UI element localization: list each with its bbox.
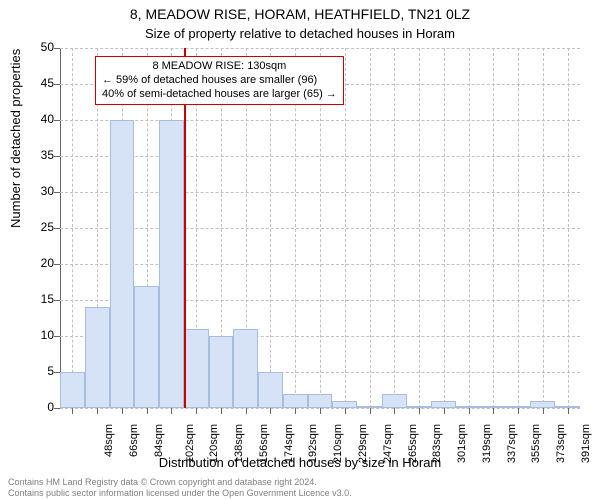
grid-v <box>370 48 371 408</box>
y-tick <box>54 120 60 121</box>
y-tick <box>54 156 60 157</box>
y-axis-label: Number of detached properties <box>8 49 23 228</box>
histogram-bar <box>233 329 258 408</box>
x-tick <box>394 408 395 414</box>
footer-attribution: Contains HM Land Registry data © Crown c… <box>8 477 352 498</box>
histogram-bar <box>85 307 110 408</box>
y-tick-label: 40 <box>26 112 54 126</box>
histogram-bar <box>134 286 159 408</box>
x-tick <box>246 408 247 414</box>
y-tick-label: 45 <box>26 76 54 90</box>
x-tick <box>196 408 197 414</box>
y-tick-label: 30 <box>26 184 54 198</box>
grid-v <box>568 48 569 408</box>
footer-line: Contains HM Land Registry data © Crown c… <box>8 477 352 487</box>
y-tick-label: 15 <box>26 292 54 306</box>
x-tick <box>493 408 494 414</box>
x-tick <box>370 408 371 414</box>
grid-v <box>469 48 470 408</box>
y-tick-label: 5 <box>26 364 54 378</box>
plot-area: 0510152025303540455048sqm66sqm84sqm102sq… <box>60 48 580 408</box>
grid-v <box>394 48 395 408</box>
y-tick-label: 20 <box>26 256 54 270</box>
y-tick-label: 0 <box>26 400 54 414</box>
y-tick-label: 25 <box>26 220 54 234</box>
x-tick <box>171 408 172 414</box>
figure: 8, MEADOW RISE, HORAM, HEATHFIELD, TN21 … <box>0 0 600 500</box>
y-tick <box>54 264 60 265</box>
x-tick <box>568 408 569 414</box>
y-tick <box>54 408 60 409</box>
grid-v <box>543 48 544 408</box>
y-tick <box>54 300 60 301</box>
y-tick <box>54 48 60 49</box>
footer-line: Contains public sector information licen… <box>8 488 352 498</box>
x-tick <box>221 408 222 414</box>
x-tick <box>97 408 98 414</box>
grid-v <box>72 48 73 408</box>
y-tick <box>54 228 60 229</box>
histogram-bar <box>184 329 209 408</box>
y-tick <box>54 192 60 193</box>
histogram-bar <box>506 406 531 408</box>
histogram-bar <box>530 401 555 408</box>
x-tick <box>320 408 321 414</box>
chart-title-line1: 8, MEADOW RISE, HORAM, HEATHFIELD, TN21 … <box>0 6 600 22</box>
x-tick <box>419 408 420 414</box>
histogram-bar <box>308 394 333 408</box>
annotation-line: ← 59% of detached houses are smaller (96… <box>102 74 337 88</box>
histogram-bar <box>555 406 580 408</box>
x-tick-label: 66sqm <box>128 424 140 457</box>
chart-title-line2: Size of property relative to detached ho… <box>0 26 600 41</box>
histogram-bar <box>481 406 506 408</box>
histogram-bar <box>431 401 456 408</box>
grid-v <box>444 48 445 408</box>
x-tick <box>345 408 346 414</box>
histogram-bar <box>407 406 432 408</box>
x-tick <box>543 408 544 414</box>
x-tick <box>122 408 123 414</box>
histogram-bar <box>357 406 382 408</box>
grid-v <box>518 48 519 408</box>
histogram-bar <box>456 406 481 408</box>
x-tick-label: 84sqm <box>153 424 165 457</box>
x-tick <box>518 408 519 414</box>
x-tick-label: 48sqm <box>103 424 115 457</box>
histogram-bar <box>258 372 283 408</box>
y-tick <box>54 336 60 337</box>
histogram-bar <box>209 336 234 408</box>
histogram-bar <box>283 394 308 408</box>
y-tick-label: 35 <box>26 148 54 162</box>
x-axis-label: Distribution of detached houses by size … <box>0 455 600 470</box>
x-tick <box>444 408 445 414</box>
histogram-bar <box>159 120 184 408</box>
annotation-line: 40% of semi-detached houses are larger (… <box>102 88 337 102</box>
x-tick <box>270 408 271 414</box>
x-tick <box>469 408 470 414</box>
x-tick <box>72 408 73 414</box>
x-tick <box>295 408 296 414</box>
annotation-line: 8 MEADOW RISE: 130sqm <box>102 60 337 74</box>
histogram-bar <box>332 401 357 408</box>
y-tick-label: 50 <box>26 40 54 54</box>
histogram-bar <box>110 120 135 408</box>
y-tick <box>54 84 60 85</box>
annotation-box: 8 MEADOW RISE: 130sqm← 59% of detached h… <box>95 56 344 105</box>
y-tick-label: 10 <box>26 328 54 342</box>
grid-v <box>493 48 494 408</box>
histogram-bar <box>382 394 407 408</box>
grid-v <box>345 48 346 408</box>
x-tick <box>147 408 148 414</box>
histogram-bar <box>60 372 85 408</box>
grid-v <box>419 48 420 408</box>
